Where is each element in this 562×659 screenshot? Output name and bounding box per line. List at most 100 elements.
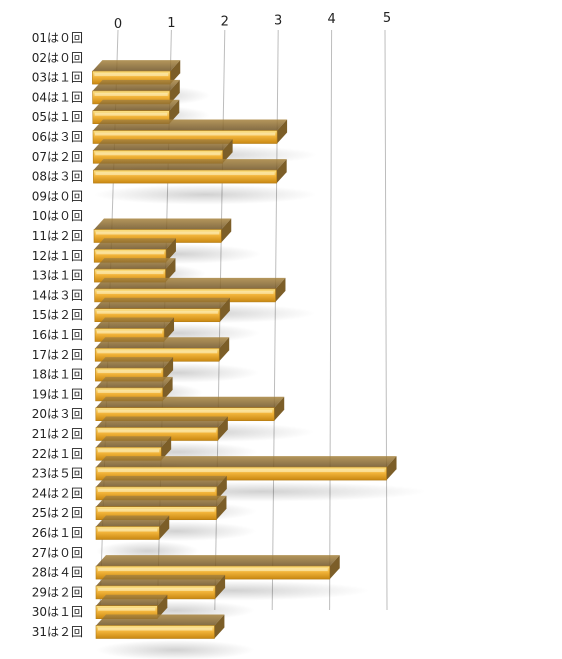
- category-label: 03は１回: [32, 71, 83, 85]
- category-label: 09は０回: [32, 189, 83, 203]
- bar-end-face: [157, 594, 168, 619]
- bar-highlight: [94, 73, 169, 77]
- category-label: 31は２回: [32, 625, 83, 639]
- bar-end-face: [221, 218, 232, 243]
- bar-highlight: [95, 172, 275, 176]
- bar-end-face: [170, 60, 181, 85]
- category-label: 30は１回: [32, 605, 83, 619]
- bar-top-face: [96, 614, 225, 626]
- bar-end-face: [165, 238, 176, 263]
- bar-top-face: [96, 436, 172, 448]
- bar-front-face: [93, 169, 277, 184]
- category-label: 27は０回: [32, 546, 83, 560]
- bar-top-face: [94, 218, 232, 230]
- category-label: 18は１回: [32, 368, 83, 382]
- bar-top-face: [92, 99, 180, 111]
- bar-end-face: [217, 416, 228, 441]
- bar-top-face: [96, 555, 340, 567]
- bar-end-face: [386, 456, 397, 481]
- category-label: 26は１回: [32, 526, 83, 540]
- bar-highlight: [98, 627, 213, 631]
- bar-end-face: [222, 139, 233, 164]
- bar-highlight: [98, 508, 215, 512]
- bar-highlight: [96, 251, 164, 255]
- category-label: 11は２回: [32, 229, 83, 243]
- bar-highlight: [94, 92, 168, 96]
- bar-end-face: [276, 159, 287, 184]
- bar: [94, 337, 230, 362]
- bar-end-face: [215, 574, 226, 599]
- bar-front-face: [95, 526, 160, 540]
- category-label: 16は１回: [32, 328, 83, 342]
- x-axis-ticks: 0 1 2 3 4 5: [114, 11, 391, 32]
- category-label: 08は３回: [32, 170, 83, 184]
- bar-top-face: [93, 159, 287, 171]
- category-label: 21は２回: [32, 427, 83, 441]
- bar-top-face: [96, 475, 227, 487]
- x-tick-label: 2: [221, 15, 229, 30]
- category-label: 14は３回: [32, 288, 83, 302]
- bar-end-face: [162, 376, 173, 401]
- bar-highlight: [97, 350, 218, 354]
- category-label: 19は１回: [32, 387, 83, 401]
- bar-top-face: [93, 119, 288, 131]
- bar-end-face: [161, 436, 172, 461]
- bar-highlight: [98, 488, 215, 492]
- bar-top-face: [94, 238, 176, 250]
- bar: [95, 416, 228, 441]
- category-label: 29は２回: [32, 585, 83, 599]
- bar-top-face: [96, 515, 170, 527]
- category-label: 15は２回: [32, 308, 83, 322]
- bar-top-face: [96, 456, 397, 468]
- bar-end-face: [275, 277, 286, 302]
- category-label: 10は０回: [32, 209, 83, 223]
- x-tick-label: 4: [327, 12, 335, 27]
- bar-end-face: [159, 515, 170, 540]
- bar-end-face: [216, 475, 227, 500]
- category-label: 17は２回: [32, 348, 83, 362]
- bar-end-face: [169, 99, 180, 124]
- bar-highlight: [98, 587, 214, 591]
- bar-top-face: [96, 495, 227, 507]
- bar-top-face: [92, 60, 181, 72]
- bar-top-face: [92, 79, 180, 91]
- bar-highlight: [98, 528, 158, 532]
- category-label: 07は２回: [32, 150, 83, 164]
- bar-highlight: [97, 409, 273, 413]
- category-label: 22は１回: [32, 447, 83, 461]
- x-tick-label: 1: [167, 16, 175, 31]
- bar-highlight: [98, 429, 216, 433]
- category-label: 12は１回: [32, 249, 83, 263]
- bar-end-face: [164, 317, 175, 342]
- bar-end-face: [165, 258, 176, 283]
- bar-highlight: [98, 469, 385, 473]
- x-tick-label: 3: [274, 13, 282, 28]
- bar-highlight: [98, 568, 328, 572]
- bar-highlight: [94, 112, 168, 116]
- bar-highlight: [96, 290, 274, 294]
- bar-shadow: [96, 640, 255, 659]
- bar-highlight: [96, 310, 218, 314]
- bar-end-face: [329, 555, 340, 580]
- category-label: 13は１回: [32, 269, 83, 283]
- category-label: 25は２回: [32, 506, 83, 520]
- bar-end-face: [214, 614, 225, 639]
- bar-highlight: [98, 607, 156, 611]
- x-tick-label: 0: [114, 17, 122, 32]
- bar-top-face: [96, 416, 228, 428]
- category-label: 04は１回: [32, 90, 83, 104]
- category-label: 20は３回: [32, 407, 83, 421]
- bar-front-face: [95, 625, 215, 639]
- gridline-5: [384, 29, 388, 611]
- x-tick-label: 5: [383, 11, 391, 26]
- bar-top-face: [94, 277, 286, 289]
- bar-end-face: [274, 396, 285, 421]
- gridline-4: [329, 29, 333, 611]
- bar-top-face: [95, 357, 174, 369]
- category-label: 28は４回: [32, 566, 83, 580]
- bar-top-face: [96, 574, 226, 586]
- category-label: 06は３回: [32, 130, 83, 144]
- bar-end-face: [169, 79, 180, 104]
- bar: [95, 515, 170, 540]
